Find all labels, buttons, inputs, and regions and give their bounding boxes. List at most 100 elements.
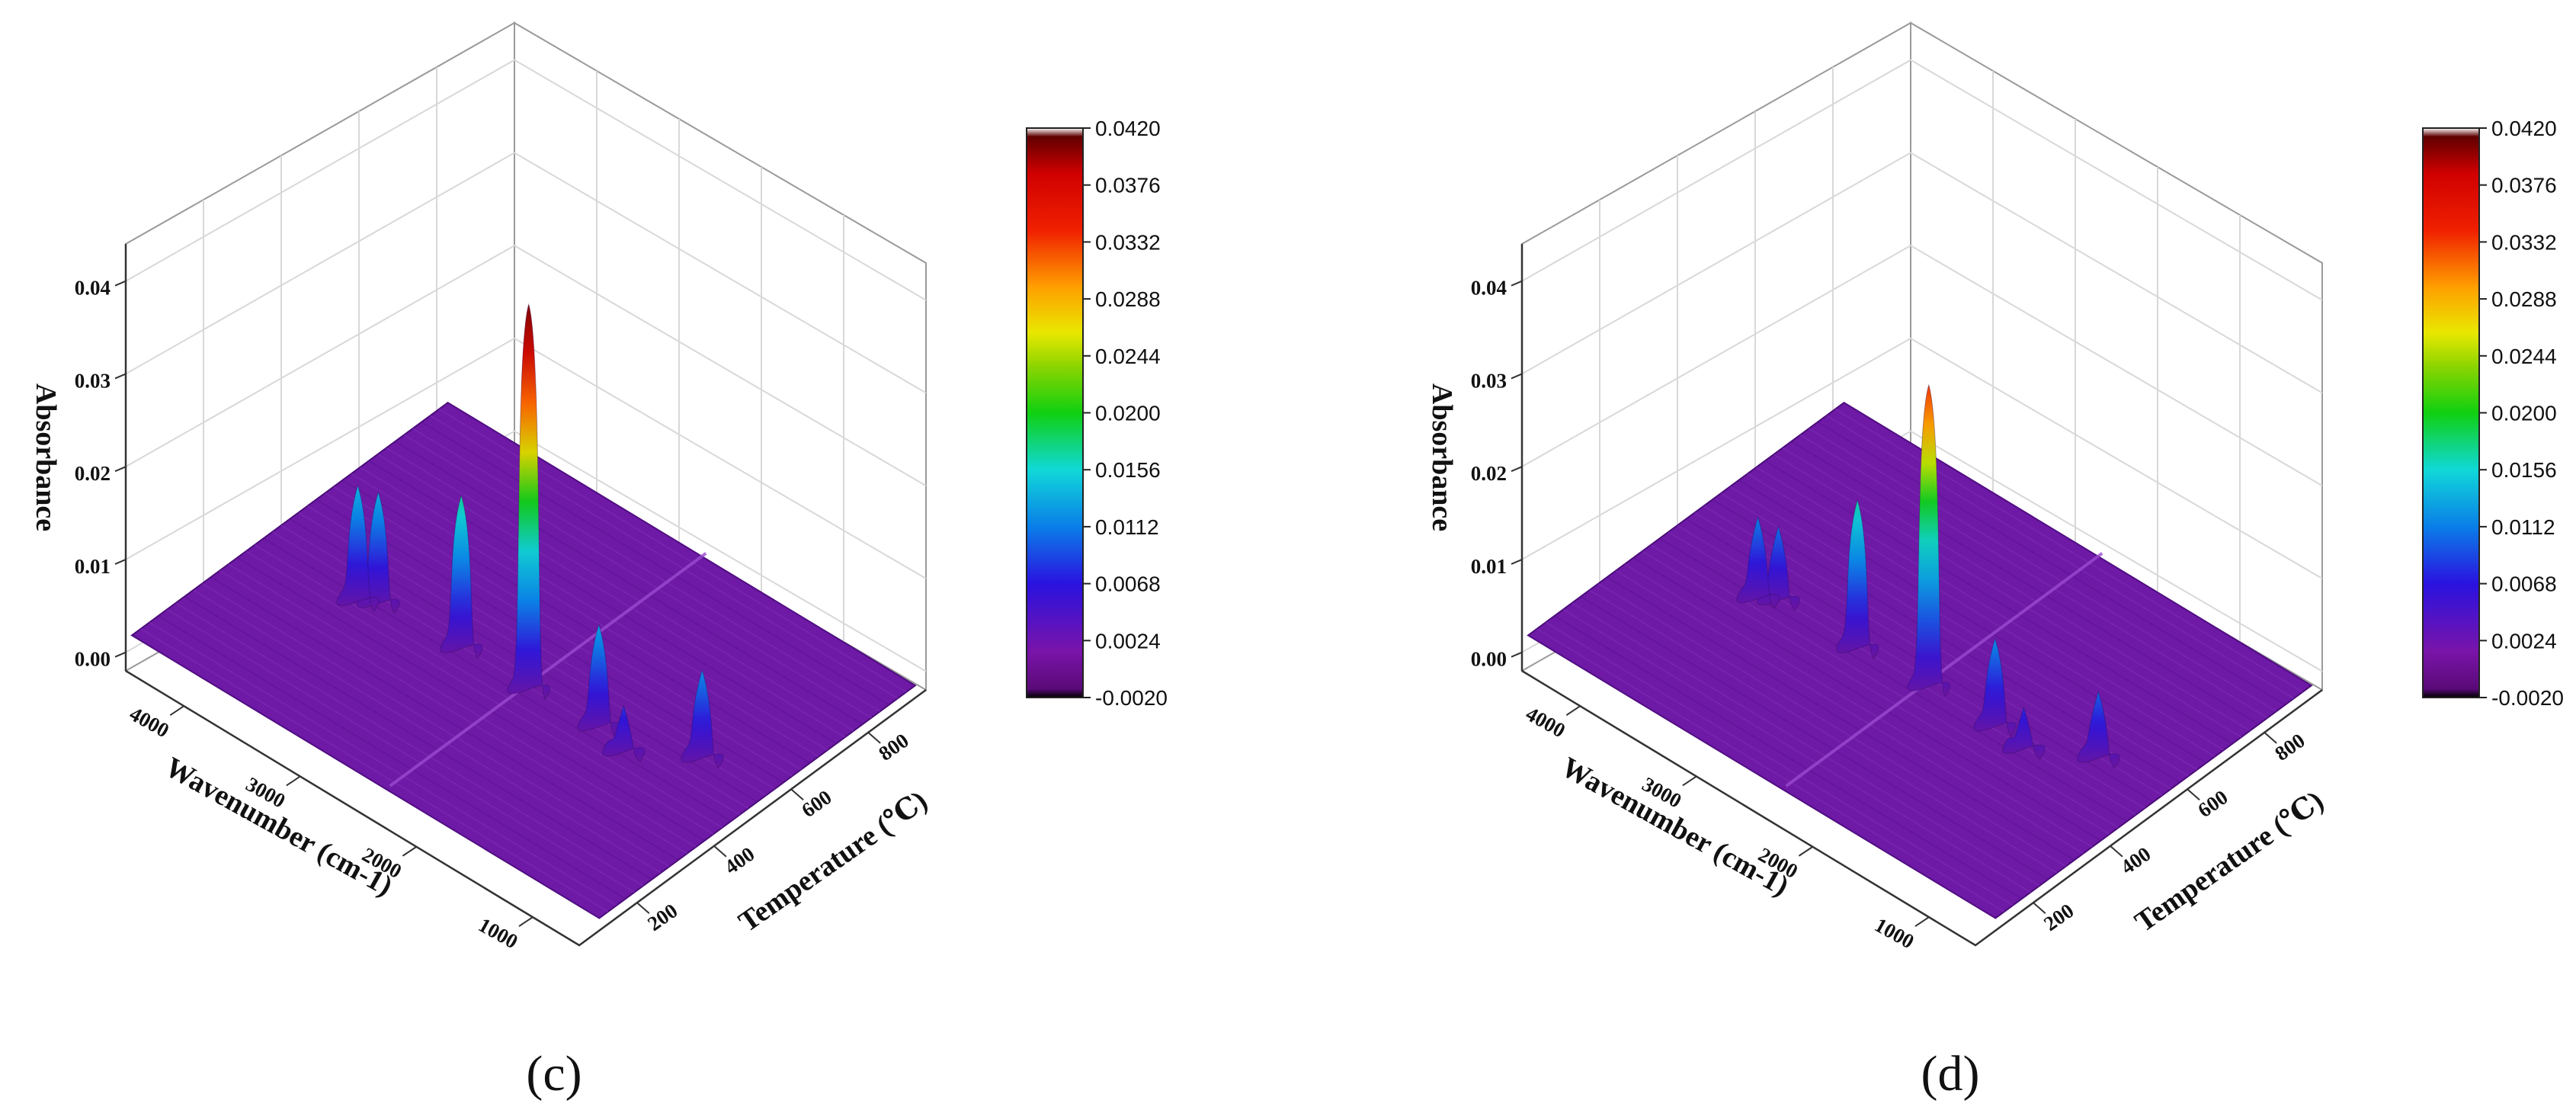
colorbar-tick-label: 0.0156 <box>1095 458 1161 482</box>
z-tick-mark <box>114 651 127 658</box>
colorbar-tick-label: -0.0020 <box>1095 686 1168 710</box>
z-tick-label: 0.00 <box>75 648 111 671</box>
z-tick-label: 0.03 <box>1471 369 1507 392</box>
z-tick-mark <box>1511 280 1523 287</box>
colorbar-tick-label: 0.0068 <box>2491 573 2557 596</box>
colorbar-tick-label: -0.0020 <box>2491 686 2564 710</box>
colorbar-tick-label: 0.0200 <box>1095 402 1161 425</box>
y-tick-label: 800 <box>874 729 912 765</box>
colorbar-tick-label: 0.0332 <box>2491 230 2557 254</box>
y-tick-label: 400 <box>720 842 758 879</box>
colorbar-tick-label: 0.0288 <box>2491 287 2557 311</box>
colorbar-tick-label: 0.0112 <box>1095 515 1159 539</box>
z-tick-label: 0.02 <box>75 462 111 485</box>
floor-front-edges <box>125 669 927 947</box>
colorbar-tick-label: 0.0420 <box>1095 117 1161 140</box>
surface-peak <box>681 669 724 769</box>
z-tick-mark <box>1511 373 1523 380</box>
y-tick-label: 200 <box>2039 899 2078 935</box>
x-tick-mark <box>1565 705 1581 716</box>
z-axis-ticks: 0.00 0.01 0.02 0.03 0.04 <box>75 277 127 671</box>
x-tick-mark <box>402 845 417 857</box>
x-tick-mark <box>518 916 533 927</box>
z-tick-label: 0.03 <box>75 369 111 392</box>
z-tick-label: 0.00 <box>1471 648 1507 671</box>
z-tick-mark <box>1511 558 1523 565</box>
y-tick-mark <box>2187 788 2200 801</box>
x-tick-label: 1000 <box>475 913 522 953</box>
colorbar: 0.0420 0.0376 0.0332 0.0288 0.0244 0.0200 0.01… <box>2422 117 2564 710</box>
colorbar-tick-label: 0.0200 <box>2491 402 2557 425</box>
floor-front-edges <box>1521 669 2323 947</box>
x-tick-mark <box>286 775 301 787</box>
surface-peak <box>1907 383 1950 698</box>
x-tick-label: 1000 <box>1871 913 1918 953</box>
surface <box>130 303 917 919</box>
y-tick-label: 400 <box>2116 842 2155 879</box>
colorbar-gradient <box>2422 127 2480 698</box>
z-tick-mark <box>114 373 127 380</box>
y-tick-mark <box>867 732 881 744</box>
z-tick-label: 0.01 <box>1471 555 1507 578</box>
panel-label: (d) <box>1921 1046 1980 1102</box>
x-tick-mark <box>169 705 184 716</box>
surface-peak <box>507 303 550 700</box>
surface-peak <box>1973 637 2017 737</box>
y-tick-mark <box>2033 902 2046 914</box>
colorbar-tick-label: 0.0156 <box>2491 458 2557 482</box>
z-axis-ticks: 0.00 0.01 0.02 0.03 0.04 <box>1471 277 1523 671</box>
z-tick-mark <box>114 558 127 565</box>
grid-lines <box>1521 59 2323 672</box>
z-tick-mark <box>114 466 127 473</box>
z-axis-title: Absorbance <box>30 383 62 531</box>
colorbar-gradient <box>1026 127 1084 698</box>
z-tick-label: 0.04 <box>1471 277 1507 300</box>
y-tick-mark <box>2110 845 2123 858</box>
z-tick-mark <box>1511 651 1523 658</box>
surface-peak <box>1836 499 1879 659</box>
y-axis-title: Temperature (℃) <box>733 784 934 938</box>
z-tick-mark <box>1511 466 1523 473</box>
colorbar-tick-label: 0.0024 <box>1095 629 1161 653</box>
colorbar-tick-label: 0.0112 <box>2491 515 2555 539</box>
z-tick-label: 0.02 <box>1471 462 1507 485</box>
x-tick-label: 4000 <box>126 702 173 742</box>
surface-peak <box>2002 706 2046 760</box>
y-tick-mark <box>790 788 804 801</box>
x-tick-mark <box>1798 845 1813 857</box>
y-tick-label: 200 <box>643 899 681 935</box>
surface-peak <box>440 494 483 659</box>
surface-peak <box>2077 690 2120 769</box>
x-tick-mark <box>1914 916 1930 927</box>
colorbar-tick-label: 0.0288 <box>1095 287 1161 311</box>
surface-peak <box>602 704 646 763</box>
y-axis-title: Temperature (℃) <box>2129 784 2330 938</box>
colorbar-tick-label: 0.0244 <box>1095 345 1161 368</box>
colorbar-tick-label: 0.0376 <box>2491 174 2557 197</box>
y-tick-label: 600 <box>2193 785 2232 822</box>
z-tick-label: 0.01 <box>75 555 111 578</box>
colorbar-tick-label: 0.0332 <box>1095 230 1161 254</box>
colorbar-tick-label: 0.0420 <box>2491 117 2557 140</box>
z-tick-label: 0.04 <box>75 277 111 300</box>
colorbar-tick-label: 0.0376 <box>1095 174 1161 197</box>
colorbar: 0.0420 0.0376 0.0332 0.0288 0.0244 0.0200 0.01… <box>1026 117 1168 710</box>
colorbar-tick-label: 0.0244 <box>2491 345 2557 368</box>
panel-label: (c) <box>526 1046 582 1102</box>
y-tick-label: 600 <box>797 785 835 822</box>
surface <box>1527 383 2313 919</box>
surface-peak <box>336 484 380 612</box>
y-tick-mark <box>713 845 727 858</box>
surface-peak <box>577 623 620 737</box>
y-tick-mark <box>636 902 650 914</box>
z-axis-title: Absorbance <box>1426 383 1458 531</box>
y-tick-mark <box>2264 732 2277 744</box>
colorbar-tick-label: 0.0024 <box>2491 629 2557 653</box>
y-tick-label: 800 <box>2270 729 2308 765</box>
x-tick-mark <box>1682 775 1697 787</box>
surface-peak <box>1736 515 1780 609</box>
z-tick-mark <box>114 280 127 287</box>
